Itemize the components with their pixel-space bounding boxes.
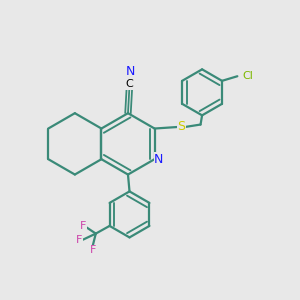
Text: F: F xyxy=(76,235,83,245)
Text: C: C xyxy=(126,79,134,89)
Text: S: S xyxy=(178,121,185,134)
Text: N: N xyxy=(125,65,135,78)
Text: F: F xyxy=(89,245,96,255)
Text: F: F xyxy=(80,221,86,231)
Text: N: N xyxy=(154,153,164,166)
Text: Cl: Cl xyxy=(243,71,254,81)
